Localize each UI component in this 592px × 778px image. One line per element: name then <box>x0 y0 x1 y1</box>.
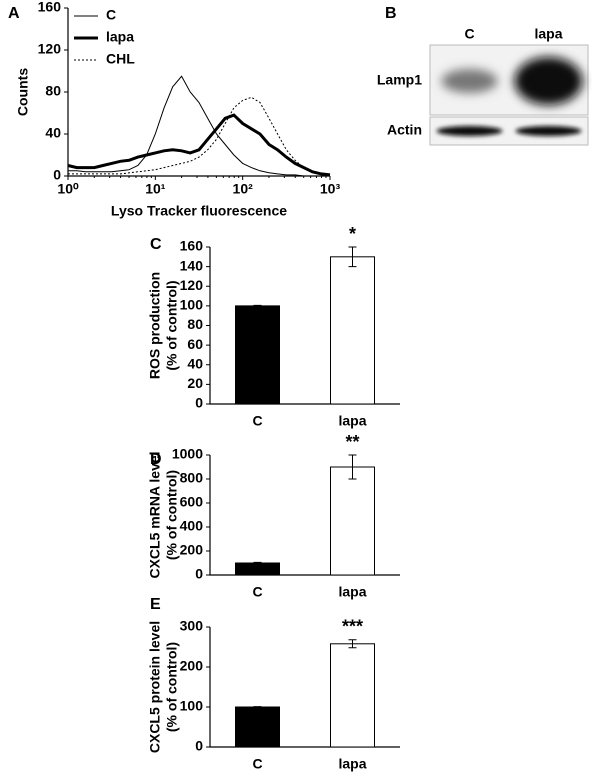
y-tick-label: 20 <box>187 375 203 391</box>
error-bar <box>253 304 262 307</box>
y-axis-label: (% of control) <box>164 642 180 732</box>
x-tick-label: C <box>252 413 262 429</box>
bar <box>330 643 375 748</box>
band <box>436 126 503 136</box>
y-tick-label: 0 <box>195 566 203 582</box>
series-line <box>68 75 330 177</box>
panel-letter: D <box>150 451 162 468</box>
y-tick-label: 100 <box>180 698 204 714</box>
bar <box>235 706 280 748</box>
y-tick-label: 160 <box>180 238 204 254</box>
y-tick-label: 40 <box>45 125 61 141</box>
panel-letter: B <box>385 5 397 22</box>
y-tick-label: 200 <box>180 658 204 674</box>
x-tick-label: C <box>252 584 262 600</box>
legend-label: C <box>106 7 116 23</box>
y-tick-label: 120 <box>180 277 204 293</box>
y-tick-label: 0 <box>195 395 203 411</box>
bar <box>235 305 280 405</box>
row-label: Lamp1 <box>377 72 422 88</box>
y-tick-label: 0 <box>195 738 203 754</box>
y-tick-label: 80 <box>187 316 203 332</box>
x-tick-label: 10⁰ <box>57 181 79 197</box>
significance: *** <box>342 617 363 637</box>
row-label: Actin <box>387 122 422 138</box>
y-tick-label: 60 <box>187 336 203 352</box>
x-tick-label: 10² <box>233 181 254 197</box>
y-tick-label: 0 <box>53 167 61 183</box>
y-tick-label: 800 <box>180 470 204 486</box>
y-tick-label: 140 <box>180 257 204 273</box>
x-tick-label: lapa <box>338 413 366 429</box>
x-tick-label: 10¹ <box>145 181 166 197</box>
y-axis-label: Counts <box>15 68 31 116</box>
bar <box>235 562 280 576</box>
error-bar <box>348 454 357 480</box>
error-bar <box>253 706 262 708</box>
panel-letter: A <box>8 5 20 22</box>
y-tick-label: 200 <box>180 542 204 558</box>
bar <box>330 466 375 576</box>
bar <box>330 256 375 405</box>
x-tick-label: lapa <box>338 756 366 772</box>
y-tick-label: 40 <box>187 355 203 371</box>
series-line <box>67 113 331 177</box>
y-tick-label: 100 <box>180 297 204 313</box>
y-tick-label: 300 <box>180 618 204 634</box>
y-tick-label: 160 <box>38 0 62 15</box>
y-axis-label: CXCL5 protein level <box>147 621 163 753</box>
band <box>515 126 582 136</box>
band <box>514 57 583 105</box>
y-tick-label: 1000 <box>172 446 203 462</box>
panel-letter: E <box>150 596 161 613</box>
series-line <box>68 96 331 176</box>
error-bar <box>253 561 262 565</box>
x-tick-label: C <box>252 756 262 772</box>
y-axis-label: (% of control) <box>164 280 180 370</box>
lane-label: C <box>464 26 474 42</box>
lane-label: lapa <box>534 26 562 42</box>
x-tick-label: 10³ <box>320 181 341 197</box>
y-axis-label: (% of control) <box>164 470 180 560</box>
error-bar <box>348 639 357 649</box>
y-axis-label: CXCL5 mRNA level <box>147 451 163 578</box>
legend-label: lapa <box>106 29 134 45</box>
y-tick-label: 400 <box>180 518 204 534</box>
y-tick-label: 600 <box>180 494 204 510</box>
significance: ** <box>345 432 359 452</box>
band <box>441 69 498 93</box>
error-bar <box>348 246 357 268</box>
x-axis-label: Lyso Tracker fluorescence <box>111 203 287 219</box>
panel-letter: C <box>150 236 162 253</box>
y-axis-label: ROS production <box>147 272 163 379</box>
y-tick-label: 120 <box>38 41 62 57</box>
legend-label: CHL <box>106 51 135 67</box>
y-tick-label: 80 <box>45 83 61 99</box>
x-tick-label: lapa <box>338 584 366 600</box>
significance: * <box>349 224 356 244</box>
